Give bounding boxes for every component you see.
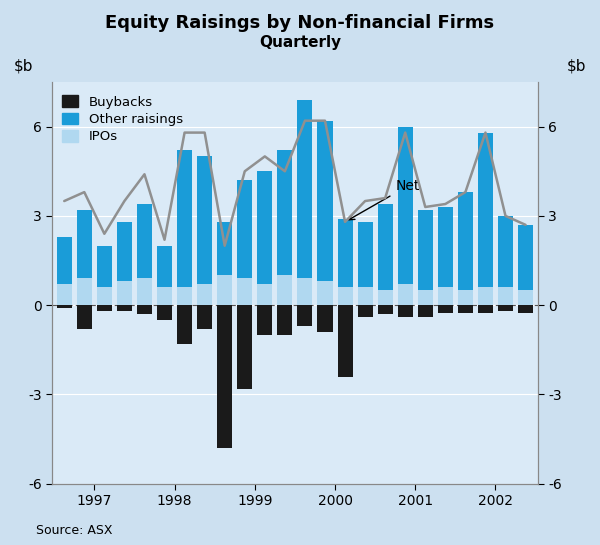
Bar bbox=[237, 305, 252, 389]
Bar bbox=[177, 150, 192, 287]
Bar bbox=[518, 305, 533, 313]
Bar bbox=[177, 305, 192, 344]
Bar bbox=[217, 222, 232, 275]
Bar bbox=[197, 284, 212, 305]
Bar bbox=[317, 120, 332, 281]
Bar bbox=[478, 305, 493, 313]
Bar bbox=[77, 278, 92, 305]
Bar bbox=[478, 132, 493, 287]
Bar bbox=[137, 278, 152, 305]
Bar bbox=[518, 290, 533, 305]
Bar bbox=[418, 210, 433, 290]
Bar bbox=[358, 287, 373, 305]
Bar bbox=[197, 305, 212, 329]
Bar bbox=[377, 305, 392, 314]
Bar bbox=[137, 305, 152, 314]
Text: Net: Net bbox=[349, 179, 419, 220]
Text: Quarterly: Quarterly bbox=[259, 35, 341, 51]
Bar bbox=[458, 305, 473, 313]
Bar bbox=[117, 305, 132, 311]
Bar bbox=[237, 278, 252, 305]
Bar bbox=[377, 290, 392, 305]
Bar bbox=[57, 237, 72, 284]
Bar bbox=[57, 305, 72, 308]
Bar bbox=[157, 246, 172, 287]
Bar bbox=[117, 281, 132, 305]
Bar bbox=[277, 275, 292, 305]
Bar bbox=[418, 290, 433, 305]
Text: Equity Raisings by Non-financial Firms: Equity Raisings by Non-financial Firms bbox=[106, 14, 494, 32]
Bar bbox=[257, 305, 272, 335]
Bar bbox=[398, 305, 413, 317]
Bar bbox=[438, 305, 453, 313]
Bar bbox=[57, 284, 72, 305]
Bar bbox=[298, 100, 313, 278]
Bar bbox=[498, 287, 513, 305]
Bar bbox=[177, 287, 192, 305]
Bar bbox=[458, 192, 473, 290]
Bar bbox=[217, 275, 232, 305]
Bar bbox=[317, 281, 332, 305]
Bar bbox=[137, 204, 152, 278]
Legend: Buybacks, Other raisings, IPOs: Buybacks, Other raisings, IPOs bbox=[57, 90, 188, 149]
Bar bbox=[298, 278, 313, 305]
Bar bbox=[317, 305, 332, 332]
Bar bbox=[338, 219, 353, 287]
Bar bbox=[97, 246, 112, 287]
Bar bbox=[77, 210, 92, 278]
Bar bbox=[298, 305, 313, 326]
Bar bbox=[117, 222, 132, 281]
Bar bbox=[77, 305, 92, 329]
Bar bbox=[157, 287, 172, 305]
Bar bbox=[217, 305, 232, 448]
Bar bbox=[338, 305, 353, 377]
Bar bbox=[358, 222, 373, 287]
Text: Source: ASX: Source: ASX bbox=[36, 524, 113, 537]
Bar bbox=[377, 204, 392, 290]
Bar bbox=[277, 305, 292, 335]
Bar bbox=[157, 305, 172, 320]
Bar bbox=[438, 287, 453, 305]
Bar bbox=[338, 287, 353, 305]
Bar bbox=[478, 287, 493, 305]
Bar bbox=[398, 284, 413, 305]
Bar bbox=[257, 171, 272, 284]
Text: $b: $b bbox=[13, 59, 33, 74]
Bar bbox=[518, 225, 533, 290]
Bar bbox=[358, 305, 373, 317]
Bar bbox=[458, 290, 473, 305]
Bar bbox=[438, 207, 453, 287]
Bar bbox=[197, 156, 212, 284]
Bar bbox=[418, 305, 433, 317]
Bar bbox=[498, 216, 513, 287]
Bar bbox=[97, 287, 112, 305]
Bar bbox=[398, 126, 413, 284]
Bar bbox=[277, 150, 292, 275]
Text: $b: $b bbox=[567, 59, 586, 74]
Bar bbox=[237, 180, 252, 278]
Bar bbox=[498, 305, 513, 311]
Bar bbox=[97, 305, 112, 311]
Bar bbox=[257, 284, 272, 305]
